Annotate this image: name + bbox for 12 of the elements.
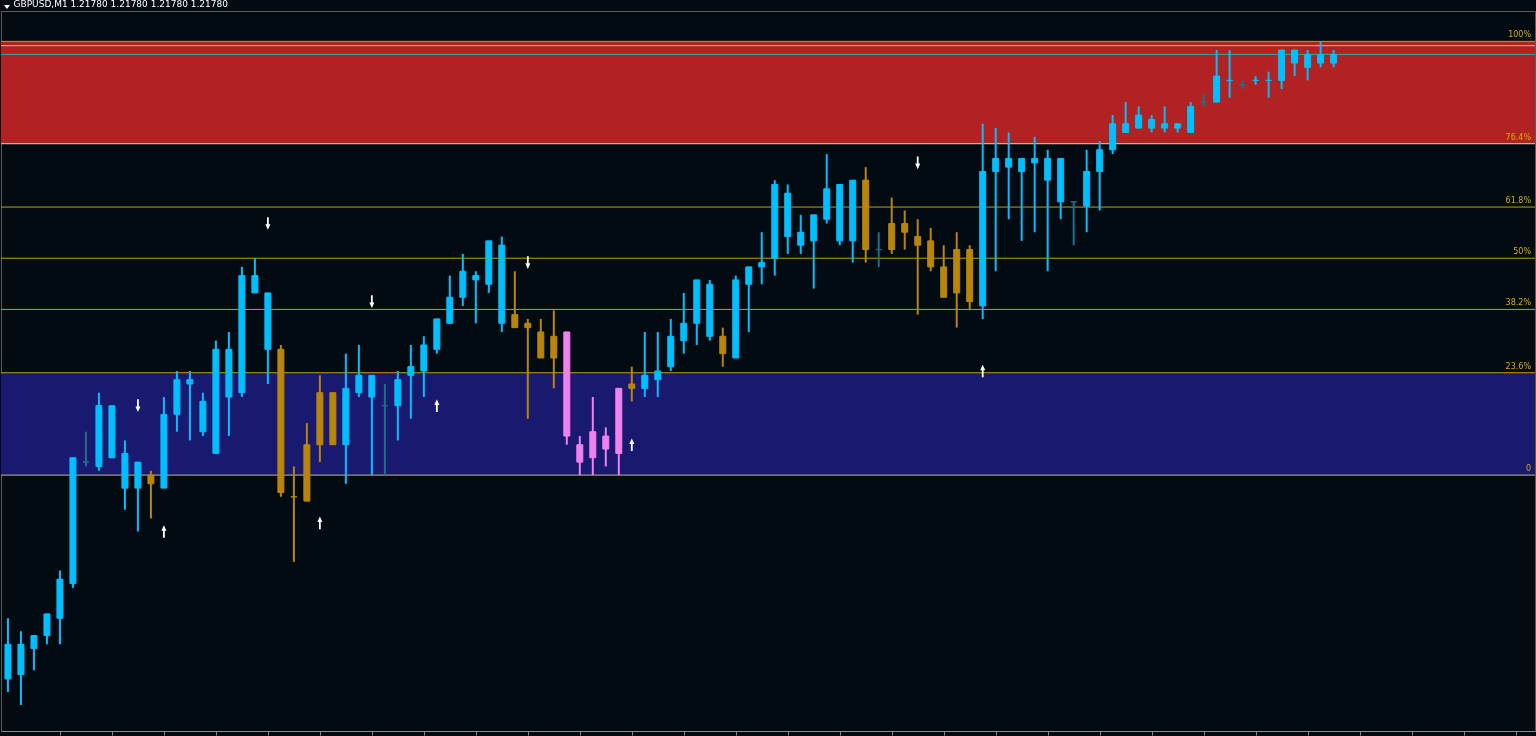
ref-line-label: 61.8% <box>1505 196 1532 206</box>
chart-title: GBPUSD,M1 1.21780 1.21780 1.21780 1.21780 <box>13 0 229 9</box>
candlestick <box>147 469 155 520</box>
ref-line-label: 100% <box>1508 30 1532 40</box>
candlestick <box>134 461 142 533</box>
ref-line-label: 23.6% <box>1505 361 1532 371</box>
ref-line-label: 38.2% <box>1505 298 1532 308</box>
candlestick <box>251 257 259 294</box>
ref-line-label: 0 <box>1525 464 1531 474</box>
ref-line-label: 76.4% <box>1505 132 1532 142</box>
candlestick <box>186 370 194 442</box>
ref-line-label: 50% <box>1513 247 1532 257</box>
